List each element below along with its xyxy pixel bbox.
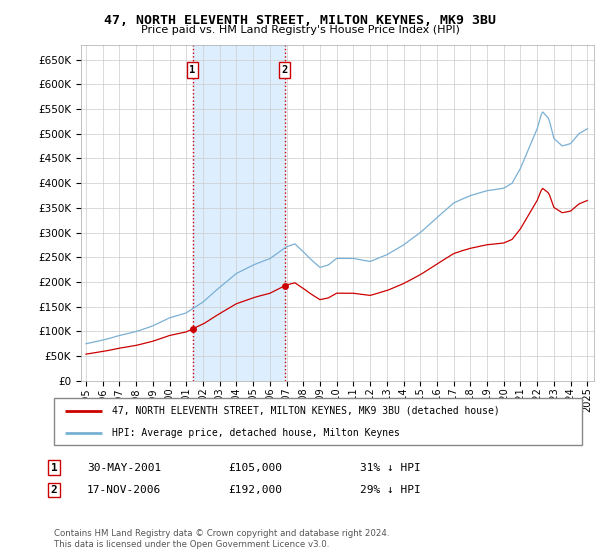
- FancyBboxPatch shape: [54, 398, 582, 445]
- Text: 31% ↓ HPI: 31% ↓ HPI: [360, 463, 421, 473]
- Text: Price paid vs. HM Land Registry's House Price Index (HPI): Price paid vs. HM Land Registry's House …: [140, 25, 460, 35]
- Text: 2: 2: [50, 485, 58, 495]
- Text: 2: 2: [281, 65, 287, 75]
- Text: 17-NOV-2006: 17-NOV-2006: [87, 485, 161, 495]
- Text: 29% ↓ HPI: 29% ↓ HPI: [360, 485, 421, 495]
- Text: Contains HM Land Registry data © Crown copyright and database right 2024.
This d: Contains HM Land Registry data © Crown c…: [54, 529, 389, 549]
- Text: 30-MAY-2001: 30-MAY-2001: [87, 463, 161, 473]
- Text: HPI: Average price, detached house, Milton Keynes: HPI: Average price, detached house, Milt…: [112, 428, 400, 438]
- Text: 47, NORTH ELEVENTH STREET, MILTON KEYNES, MK9 3BU: 47, NORTH ELEVENTH STREET, MILTON KEYNES…: [104, 14, 496, 27]
- Bar: [193, 45, 284, 381]
- Text: 1: 1: [190, 65, 196, 75]
- Text: 47, NORTH ELEVENTH STREET, MILTON KEYNES, MK9 3BU (detached house): 47, NORTH ELEVENTH STREET, MILTON KEYNES…: [112, 406, 500, 416]
- Text: £105,000: £105,000: [228, 463, 282, 473]
- Text: 1: 1: [50, 463, 58, 473]
- Text: £192,000: £192,000: [228, 485, 282, 495]
